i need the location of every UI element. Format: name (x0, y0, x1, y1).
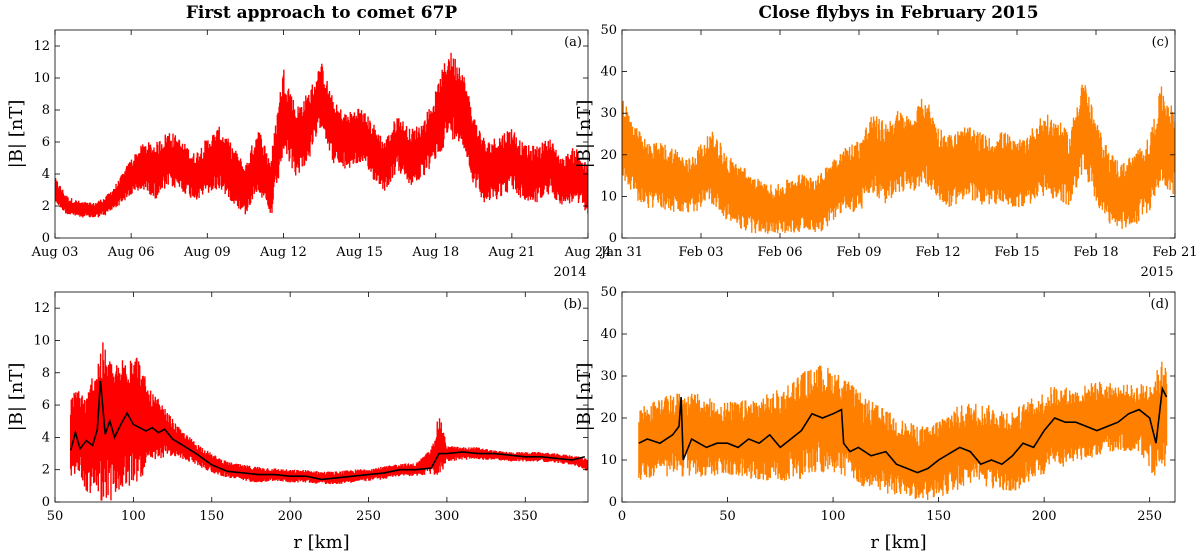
y-tick-label: 4 (42, 167, 50, 182)
x-tick-label: 100 (121, 509, 146, 524)
y-tick-label: 10 (33, 333, 50, 348)
panel-label: (d) (1151, 297, 1169, 312)
y-tick-label: 12 (33, 39, 50, 54)
y-tick-label: 10 (33, 71, 50, 86)
x-year-label: 2015 (1140, 265, 1173, 280)
series-b-data (69, 342, 588, 501)
panel-label: (b) (564, 297, 582, 312)
y-tick-label: 30 (600, 369, 617, 384)
y-tick-label: 50 (600, 285, 617, 300)
y-axis-label: |B| [nT] (574, 100, 595, 169)
y-tick-label: 0 (42, 495, 50, 510)
y-tick-label: 40 (600, 327, 617, 342)
y-tick-label: 30 (600, 106, 617, 121)
y-tick-label: 20 (600, 411, 617, 426)
x-tick-label: Aug 06 (107, 245, 155, 260)
x-tick-label: 200 (278, 509, 303, 524)
y-tick-label: 2 (42, 463, 50, 478)
x-tick-label: 50 (47, 509, 64, 524)
y-axis-label: |B| [nT] (574, 363, 595, 432)
panel-d (621, 291, 1176, 503)
x-tick-label: 300 (434, 509, 459, 524)
x-tick-label: Aug 03 (31, 245, 79, 260)
y-tick-label: 50 (600, 23, 617, 38)
x-tick-label: Aug 18 (411, 245, 459, 260)
x-tick-label: 250 (356, 509, 381, 524)
y-axis-label: |B| [nT] (6, 363, 27, 432)
y-tick-label: 4 (42, 430, 50, 445)
y-tick-label: 6 (42, 398, 50, 413)
y-tick-label: 0 (42, 231, 50, 246)
x-tick-label: 0 (618, 509, 626, 524)
panel-c (621, 29, 1176, 239)
x-tick-label: 200 (1032, 509, 1057, 524)
x-tick-label: 100 (821, 509, 846, 524)
x-tick-label: Feb 18 (1074, 245, 1119, 260)
x-tick-label: Feb 15 (995, 245, 1040, 260)
y-axis-label: |B| [nT] (6, 100, 27, 169)
x-tick-label: 150 (199, 509, 224, 524)
series-a-data (55, 52, 588, 218)
series-b-mean-line (69, 380, 586, 481)
y-tick-label: 10 (600, 189, 617, 204)
y-tick-label: 8 (42, 103, 50, 118)
axes-frame-a (54, 29, 589, 239)
x-tick-label: Feb 12 (916, 245, 961, 260)
x-tick-label: Feb 06 (758, 245, 803, 260)
x-tick-label: 350 (513, 509, 538, 524)
y-tick-label: 6 (42, 135, 50, 150)
series-d-mean-line (638, 385, 1168, 474)
chart-title: Close flybys in February 2015 (758, 3, 1038, 23)
x-tick-label: 150 (926, 509, 951, 524)
x-tick-label: Feb 09 (837, 245, 882, 260)
series-d-data (638, 361, 1168, 500)
x-tick-label: Aug 21 (487, 245, 535, 260)
x-year-label: 2014 (553, 265, 586, 280)
axes-frame-c (621, 29, 1176, 239)
chart-title: First approach to comet 67P (186, 3, 458, 23)
x-tick-label: Feb 03 (679, 245, 724, 260)
y-tick-label: 12 (33, 301, 50, 316)
series-c-data (622, 84, 1175, 234)
x-tick-label: Jan 31 (599, 245, 643, 260)
x-tick-label: Feb 21 (1153, 245, 1198, 260)
x-tick-label: Aug 12 (259, 245, 307, 260)
y-tick-label: 8 (42, 366, 50, 381)
x-tick-label: 50 (719, 509, 736, 524)
panel-b (54, 291, 589, 503)
y-tick-label: 0 (609, 231, 617, 246)
panel-label: (c) (1152, 35, 1169, 50)
y-tick-label: 20 (600, 148, 617, 163)
panel-a (54, 29, 589, 239)
y-tick-label: 0 (609, 495, 617, 510)
axes-frame-d (621, 291, 1176, 503)
y-tick-label: 10 (600, 453, 617, 468)
x-tick-label: Aug 09 (183, 245, 231, 260)
x-axis-label: r [km] (293, 532, 349, 553)
y-tick-label: 2 (42, 199, 50, 214)
axes-frame-b (54, 291, 589, 503)
x-axis-label: r [km] (870, 532, 926, 553)
x-tick-label: Aug 24 (564, 245, 612, 260)
x-tick-label: 250 (1137, 509, 1162, 524)
x-tick-label: Aug 15 (335, 245, 383, 260)
panel-label: (a) (564, 35, 582, 50)
y-tick-label: 40 (600, 65, 617, 80)
